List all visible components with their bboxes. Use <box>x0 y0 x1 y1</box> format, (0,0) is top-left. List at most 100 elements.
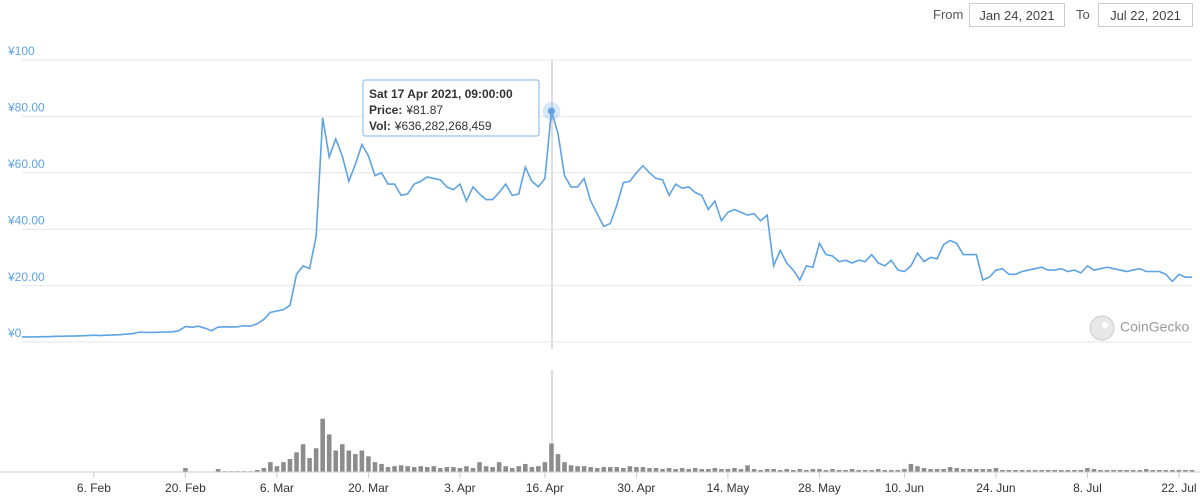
from-input[interactable]: Jan 24, 2021 <box>969 3 1065 27</box>
volume-bar <box>411 467 417 472</box>
volume-bar <box>915 466 920 472</box>
volume-bar <box>1000 470 1005 472</box>
volume-bar <box>379 463 384 472</box>
x-tick-label: 10. Jun <box>885 481 924 495</box>
volume-bar <box>810 469 816 472</box>
x-tick-label: 6. Mar <box>260 481 294 495</box>
volume-bar <box>281 462 286 472</box>
volume-bar <box>843 470 848 472</box>
volume-bar <box>581 466 587 472</box>
volume-bar <box>889 470 894 472</box>
volume-bar <box>719 469 724 472</box>
volume-bar <box>1085 468 1090 472</box>
x-tick-label: 14. May <box>707 481 750 495</box>
volume-bar <box>307 458 312 472</box>
tooltip-price: Price: ¥81.87 <box>369 103 443 117</box>
volume-bar <box>183 468 188 472</box>
volume-bar <box>483 466 489 472</box>
y-tick-label: ¥100 <box>7 44 35 58</box>
volume-bar <box>1052 470 1058 472</box>
volume-bar <box>869 470 875 472</box>
volume-bar <box>745 465 750 472</box>
volume-bar <box>634 467 639 472</box>
volume-bar <box>954 468 959 472</box>
volume-bar <box>509 468 515 472</box>
watermark: CoinGecko <box>1089 315 1189 341</box>
volume-bar <box>934 469 940 472</box>
volume-bar <box>980 469 986 472</box>
volume-bar <box>496 462 502 472</box>
volume-bar <box>607 467 613 472</box>
volume-bar <box>470 468 476 472</box>
y-tick-label: ¥60.00 <box>7 157 45 171</box>
volume-bar <box>993 468 999 472</box>
volume-bar <box>353 454 358 472</box>
volume-bar <box>706 469 711 472</box>
volume-bar <box>274 466 280 472</box>
volume-bar <box>268 462 273 472</box>
volume-bar <box>987 469 992 472</box>
volume-bar <box>699 469 705 472</box>
volume-bar <box>1111 470 1116 472</box>
x-tick-label: 30. Apr <box>617 481 655 495</box>
volume-bar <box>444 467 450 472</box>
from-label: From <box>933 7 964 22</box>
volume-bar <box>784 469 790 472</box>
volume-bar <box>313 448 319 472</box>
volume-bar <box>836 470 842 472</box>
volume-bar <box>1013 470 1018 472</box>
volume-bar <box>660 469 665 472</box>
volume-bar <box>666 468 672 472</box>
volume-bar <box>549 443 554 472</box>
volume-bar <box>712 468 718 472</box>
to-input[interactable]: Jul 22, 2021 <box>1098 3 1193 27</box>
y-tick-label: ¥20.00 <box>7 270 45 284</box>
volume-bar <box>385 467 391 472</box>
volume-bar <box>1006 470 1012 472</box>
volume-bar <box>908 463 914 472</box>
volume-bar <box>1026 470 1031 472</box>
volume-bar <box>451 467 456 472</box>
volume-bar <box>1091 469 1097 472</box>
volume-bar <box>673 469 678 472</box>
volume-bar <box>902 469 907 472</box>
volume-bar <box>1065 470 1071 472</box>
tooltip-box <box>362 79 540 137</box>
volume-bar <box>588 467 593 472</box>
volume-bar <box>895 470 901 472</box>
x-tick-label: 22. Jul <box>1161 481 1196 495</box>
y-tick-label: ¥40.00 <box>7 213 45 227</box>
volume-bar <box>503 466 508 472</box>
volume-bar <box>928 469 933 472</box>
tooltip-vol-label: Vol: <box>369 119 391 133</box>
volume-bar <box>751 469 757 472</box>
volume-bar <box>627 466 633 472</box>
tooltip-vol-value: ¥636,282,268,459 <box>394 119 492 133</box>
volume-bar <box>366 456 371 472</box>
volume-bar <box>438 468 443 472</box>
volume-bar <box>830 469 835 472</box>
volume-bar <box>431 466 437 472</box>
volume-bar <box>862 470 868 472</box>
volume-bar <box>1032 470 1038 472</box>
volume-bar <box>536 466 541 472</box>
volume-bar <box>1170 470 1175 472</box>
volume-bar <box>653 468 659 472</box>
volume-bar <box>875 469 881 472</box>
volume-bar <box>1189 470 1195 472</box>
volume-bar <box>797 469 803 472</box>
volume-bar <box>640 467 646 472</box>
volume-bar <box>490 467 495 472</box>
x-tick-label: 28. May <box>798 481 841 495</box>
x-tick-label: 6. Feb <box>77 481 111 495</box>
y-tick-label: ¥0 <box>7 326 22 340</box>
volume-bar <box>405 466 410 472</box>
watermark-text: CoinGecko <box>1120 319 1189 335</box>
volume-bar <box>856 470 861 472</box>
volume-bar <box>398 465 404 472</box>
volume-bar <box>1137 470 1142 472</box>
volume-bar <box>790 470 796 472</box>
volume-bar <box>339 444 345 472</box>
volume-bar <box>575 466 580 472</box>
